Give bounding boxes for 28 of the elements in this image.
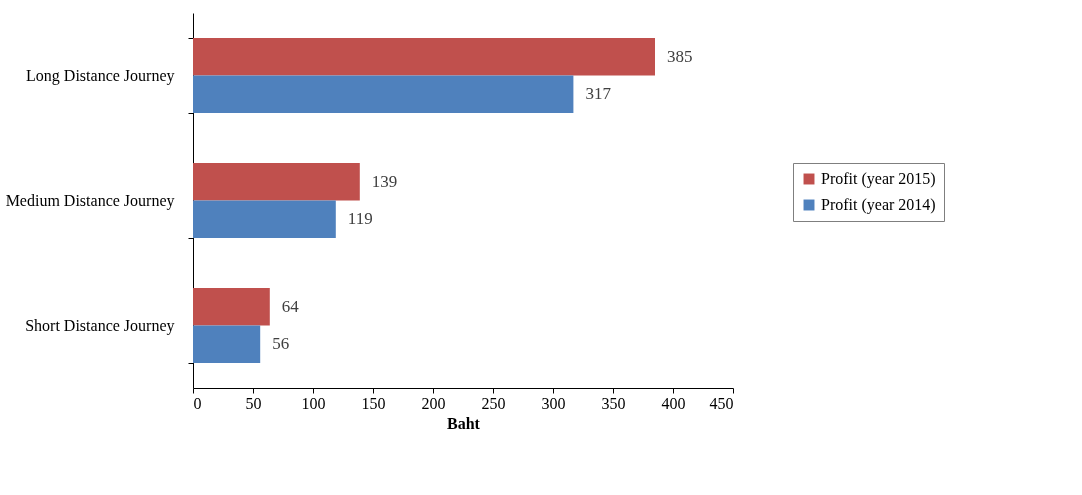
bar (193, 38, 655, 76)
x-tick-label: 400 (661, 394, 686, 412)
y-tick-label: Medium Distance Journey (5, 192, 175, 210)
x-tick-label: 50 (245, 394, 262, 412)
y-tick-label: Short Distance Journey (25, 317, 175, 335)
x-tick-label: 300 (541, 394, 566, 412)
data-label: 385 (667, 46, 693, 66)
data-label: 56 (272, 334, 290, 354)
bar (193, 200, 336, 238)
x-axis-title: Baht (447, 414, 481, 432)
x-tick-label: 350 (601, 394, 626, 412)
data-label: 64 (281, 296, 300, 316)
x-tick-label: 0 (193, 394, 202, 412)
bar (193, 163, 360, 201)
data-label: 139 (371, 171, 398, 191)
y-tick-label: Long Distance Journey (26, 67, 175, 85)
x-tick-label: 150 (361, 394, 386, 412)
data-label: 317 (585, 84, 612, 104)
bar (193, 325, 261, 363)
x-tick-label: 450 (709, 394, 734, 412)
legend-label: Profit (year 2015) (821, 170, 936, 188)
bar (193, 75, 574, 113)
legend-label: Profit (year 2014) (821, 196, 936, 214)
x-tick-label: 250 (481, 394, 506, 412)
bar (193, 288, 270, 326)
data-label: 119 (347, 209, 373, 229)
x-tick-label: 200 (421, 394, 446, 412)
x-tick-label: 100 (301, 394, 326, 412)
